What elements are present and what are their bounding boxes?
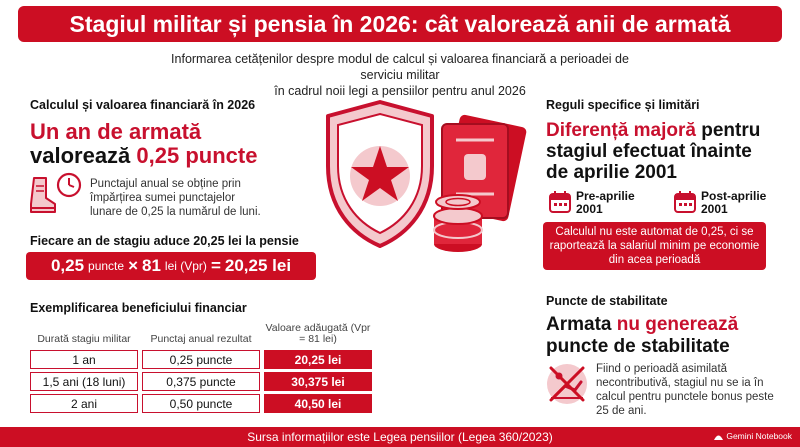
rules-big-line-1: Diferență majoră pentru	[546, 120, 786, 141]
benefit-cell-value: 20,25 lei	[264, 350, 372, 369]
formula-points: 0,25	[50, 256, 85, 275]
rules-big-text: Diferență majoră pentru stagiul efectuat…	[546, 120, 786, 183]
formula-result: 20,25 lei	[224, 256, 292, 275]
formula-points-unit: puncte	[88, 259, 125, 273]
stability-big-text: Armata nu generează puncte de stabilitat…	[546, 314, 786, 358]
benefit-cell-duration: 1 an	[30, 350, 138, 369]
gemini-logo-icon	[714, 435, 724, 440]
benefit-cell-duration: 1,5 ani (18 luni)	[30, 372, 138, 391]
table-row: 2 ani 0,50 puncte 40,50 lei	[30, 394, 372, 413]
footer-source: Sursa informațiilor este Legea pensiilor…	[247, 430, 553, 444]
formula-times: ×	[128, 256, 138, 275]
formula-vpr-unit: lei (Vpr)	[164, 259, 207, 273]
benefit-cell-points: 0,25 puncte	[142, 350, 260, 369]
stability-big-red: nu generează	[616, 314, 739, 335]
brand-text: Gemini Notebook	[726, 431, 792, 441]
rules-big-red: Diferență majoră	[546, 120, 696, 141]
stability-big-line-2: puncte de stabilitate	[546, 336, 730, 357]
calc-big-line-2-a: valorează	[30, 143, 137, 168]
benefit-cell-value: 30,375 lei	[264, 372, 372, 391]
rules-heading: Reguli specifice și limitări	[546, 98, 700, 112]
calendar-icon	[674, 191, 696, 213]
footer: Sursa informațiilor este Legea pensiilor…	[0, 427, 800, 447]
formula-vpr: 81	[142, 256, 161, 275]
stability-heading: Puncte de stabilitate	[546, 294, 668, 308]
center-illustration	[326, 100, 527, 252]
page-title: Stagiul militar și pensia în 2026: cât v…	[18, 6, 782, 42]
calendar-icon	[549, 191, 571, 213]
coins-icon	[433, 194, 483, 252]
stability-big-black-1: Armata	[546, 314, 617, 335]
benefit-cell-points: 0,50 puncte	[142, 394, 260, 413]
shield-star-icon	[326, 100, 434, 248]
rules-big-line-3: de aprilie 2001	[546, 162, 677, 183]
formula-box: 0,25 puncte × 81 lei (Vpr) = 20,25 lei	[26, 252, 316, 280]
subtitle-line-1: Informarea cetățenilor despre modul de c…	[171, 52, 629, 82]
benefit-heading: Exemplificarea beneficiului financiar	[30, 301, 247, 315]
page-title-text: Stagiul militar și pensia în 2026: cât v…	[69, 10, 731, 37]
limit-box: Calculul nu este automat de 0,25, ci se …	[543, 222, 766, 270]
subtitle-line-2: în cadrul noii legi a pensiilor pentru a…	[274, 84, 526, 98]
stability-big-line-1: Armata nu generează	[546, 314, 786, 336]
post-2001-label: Post-aprilie 2001	[701, 189, 767, 216]
calc-heading: Calculul și valoarea financiară în 2026	[30, 98, 256, 112]
clock-icon	[56, 172, 82, 198]
formula-heading: Fiecare an de stagiu aduce 20,25 lei la …	[30, 234, 299, 248]
calc-big-line-1: Un an de armată	[30, 119, 202, 144]
calc-note: Punctajul anual se obține prin împărțire…	[90, 178, 261, 218]
rules-big-line-2: stagiul efectuat înainte	[546, 141, 752, 162]
calc-big-text: Un an de armată valorează 0,25 puncte	[30, 120, 257, 168]
rules-big-black-1: pentru	[695, 120, 761, 141]
benefit-col-points: Punctaj anual rezultat	[150, 333, 252, 345]
formula-equals: =	[210, 256, 221, 275]
limit-box-text: Calculul nu este automat de 0,25, ci se …	[549, 226, 760, 266]
subtitle: Informarea cetățenilor despre modul de c…	[160, 51, 640, 99]
table-row: 1,5 ani (18 luni) 0,375 puncte 30,375 le…	[30, 372, 372, 391]
benefit-table: Durată stagiu militar Punctaj anual rezu…	[26, 320, 376, 416]
benefit-cell-duration: 2 ani	[30, 394, 138, 413]
benefit-col-value: Valoare adăugată (Vpr = 81 lei)	[265, 322, 371, 345]
pre-2001-label: Pre-aprilie 2001	[576, 189, 635, 216]
calc-big-line-2-b: 0,25 puncte	[136, 143, 258, 168]
benefit-cell-value: 40,50 lei	[264, 394, 372, 413]
calc-big-line-2: valorează 0,25 puncte	[30, 144, 257, 168]
exercising-person-crossed-icon	[547, 364, 587, 404]
stability-note: Fiind o perioadă asimilată necontributiv…	[596, 363, 774, 417]
boot-icon	[30, 177, 56, 213]
benefit-col-duration: Durată stagiu militar	[37, 333, 131, 345]
brand: Gemini Notebook	[714, 431, 792, 441]
table-row: 1 an 0,25 puncte 20,25 lei	[30, 350, 372, 369]
benefit-cell-points: 0,375 puncte	[142, 372, 260, 391]
